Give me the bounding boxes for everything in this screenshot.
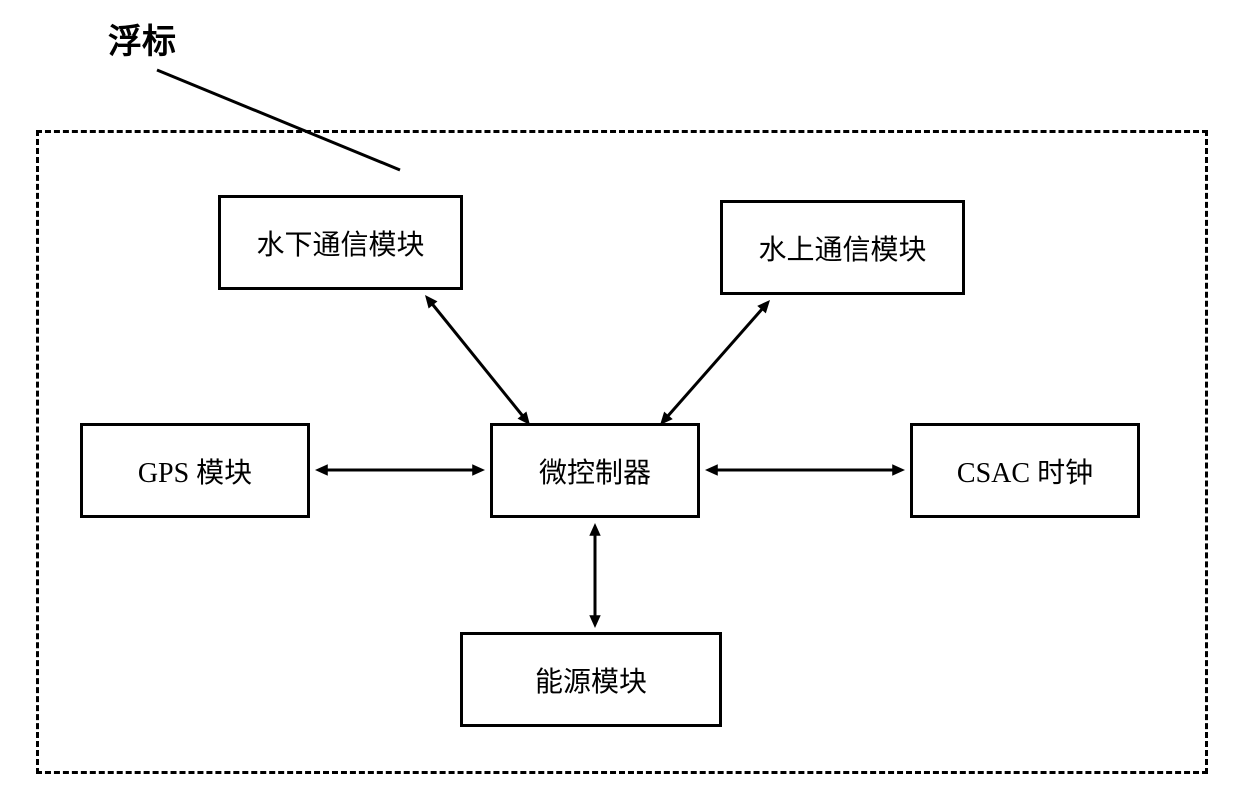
- edge-line: [431, 303, 524, 418]
- edges-layer: [0, 0, 1240, 801]
- edge-line: [666, 307, 763, 417]
